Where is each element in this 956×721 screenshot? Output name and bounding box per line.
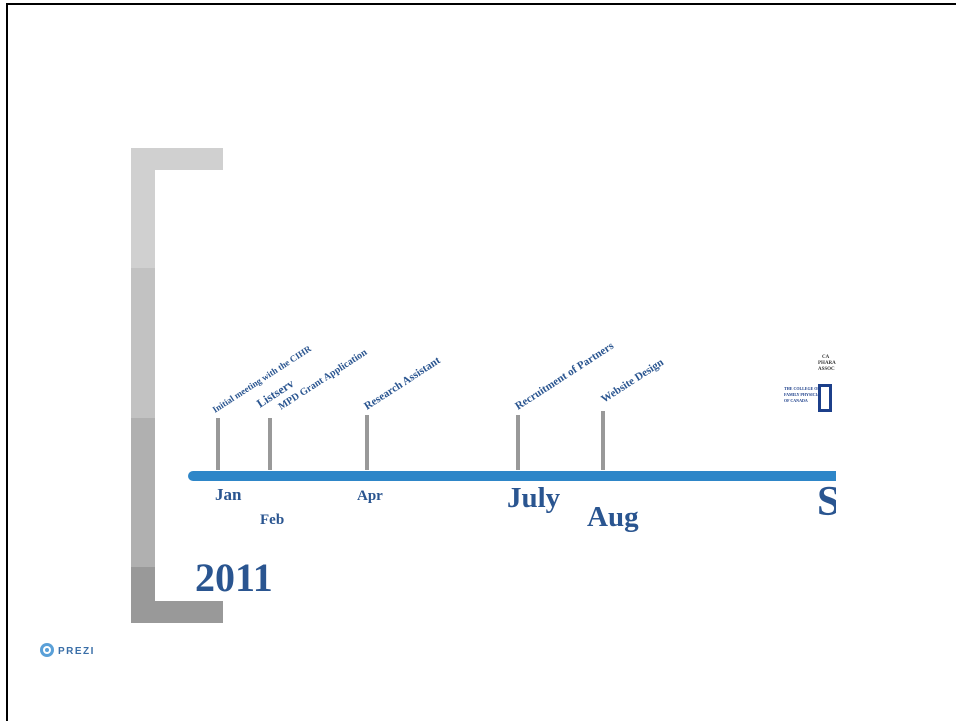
year-label: 2011 bbox=[195, 555, 273, 600]
logo-text: ASSOC bbox=[818, 367, 835, 372]
bracket bbox=[131, 148, 223, 623]
logo-text: PHARA bbox=[818, 361, 836, 366]
month-label: S bbox=[817, 479, 840, 525]
frame-border bbox=[6, 3, 956, 721]
timeline: Initial meeting with the CIHR Listserv M… bbox=[188, 340, 840, 533]
event-label: Recruitment of Partners bbox=[513, 340, 616, 413]
logo: CA PHARA ASSOC THE COLLEGE OF FAMILY PHY… bbox=[784, 355, 836, 412]
prezi-logo[interactable]: PREZI bbox=[40, 643, 95, 657]
month-label: July bbox=[507, 482, 561, 514]
month-label: Apr bbox=[357, 488, 383, 504]
month-label: Aug bbox=[587, 501, 639, 533]
month-label: Jan bbox=[215, 485, 242, 504]
brand: PREZI bbox=[58, 646, 95, 657]
logo-text: CA bbox=[822, 355, 830, 360]
month-label: Feb bbox=[260, 512, 284, 528]
logo-text: THE COLLEGE OF bbox=[784, 386, 820, 391]
logo-text: FAMILY PHYSICIANS bbox=[784, 392, 826, 397]
tick-marks bbox=[216, 411, 605, 470]
timeline-bar bbox=[188, 471, 836, 481]
event-label: Research Assistant bbox=[362, 354, 443, 412]
logo-text: OF CANADA bbox=[784, 398, 808, 403]
event-label: Website Design bbox=[599, 356, 666, 405]
